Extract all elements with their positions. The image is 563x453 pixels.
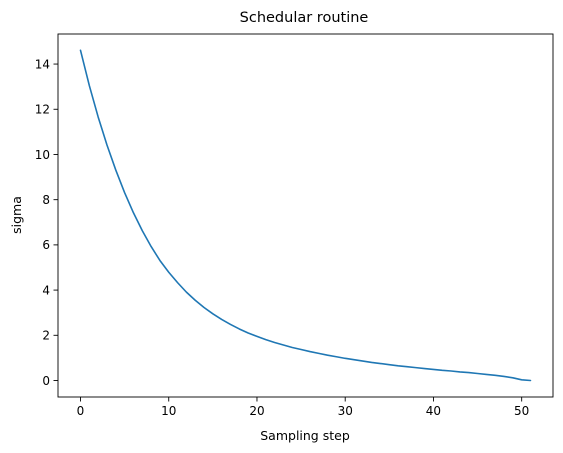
plot-area: 0 10 20 30 40 50 0 2 4 6 8 10 12 14	[35, 33, 554, 418]
y-axis: 0 2 4 6 8 10 12 14	[35, 57, 58, 388]
y-axis-label: sigma	[9, 196, 24, 234]
y-tick-label: 10	[35, 148, 50, 162]
y-tick-label: 12	[35, 103, 50, 117]
chart-title: Schedular routine	[240, 10, 369, 26]
y-tick-label: 6	[42, 238, 50, 252]
sigma-line	[79, 49, 532, 382]
x-tick-label: 10	[161, 404, 176, 418]
y-tick-label: 8	[42, 193, 50, 207]
x-tick-label: 20	[249, 404, 264, 418]
x-tick-label: 40	[426, 404, 441, 418]
x-tick-label: 50	[514, 404, 529, 418]
series-layer	[79, 49, 532, 382]
y-tick-label: 4	[42, 283, 50, 297]
x-tick-label: 0	[77, 404, 85, 418]
y-tick-label: 0	[42, 374, 50, 388]
plot-frame	[57, 33, 554, 398]
x-tick-label: 30	[338, 404, 353, 418]
y-tick-label: 14	[35, 57, 50, 71]
y-tick-label: 2	[42, 329, 50, 343]
x-axis-label: Sampling step	[260, 428, 350, 443]
x-axis: 0 10 20 30 40 50	[77, 397, 529, 418]
